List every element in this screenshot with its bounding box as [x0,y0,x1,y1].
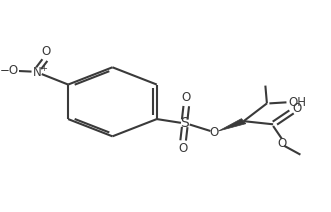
Text: N: N [33,66,41,78]
Polygon shape [218,119,246,131]
Text: O: O [42,45,51,58]
Text: +: + [40,64,47,73]
Text: O: O [182,91,191,104]
Text: O: O [278,137,287,150]
Text: O: O [210,126,219,139]
Text: OH: OH [288,96,306,109]
Text: −O: −O [0,64,19,77]
Text: O: O [292,102,302,115]
Text: O: O [178,142,188,155]
Text: S: S [180,116,189,130]
